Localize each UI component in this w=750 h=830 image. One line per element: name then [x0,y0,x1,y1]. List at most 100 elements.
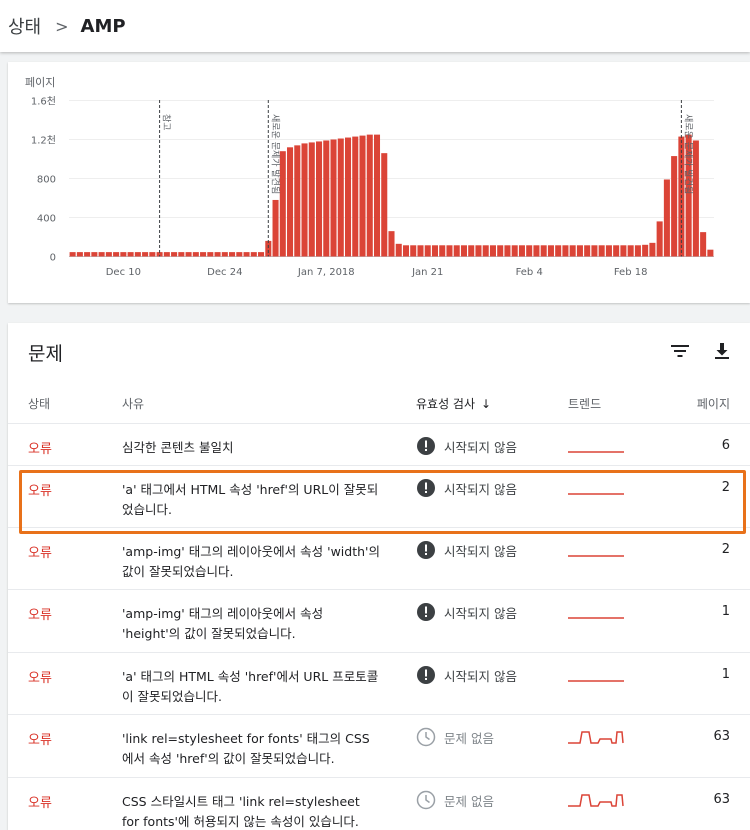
chart-bar[interactable] [671,156,678,257]
chart-bar[interactable] [178,252,185,257]
chart-bar[interactable] [649,242,656,257]
chart-bar[interactable] [446,245,453,257]
chart-bar[interactable] [76,252,83,257]
chart-bar[interactable] [642,244,649,257]
chart-bar[interactable] [120,252,127,257]
chart-bar[interactable] [373,134,381,257]
chart-bar[interactable] [279,151,286,257]
column-header-status[interactable]: 상태 [28,397,51,411]
chart-bar[interactable] [410,245,417,257]
chart-bar[interactable] [518,245,525,257]
chart-bar[interactable] [171,252,178,257]
chart-bar[interactable] [533,245,540,257]
chart-bar[interactable] [258,252,265,257]
chart-bar[interactable] [700,232,707,257]
chart-bar[interactable] [200,252,207,257]
chart-bar[interactable] [272,199,279,257]
issue-row[interactable]: 오류 'amp-img' 태그의 레이아웃에서 속성 'height'의 값이 잘… [8,589,750,652]
chart-bar[interactable] [185,252,192,257]
chart-bar[interactable] [344,137,352,257]
chart-bar[interactable] [656,221,663,257]
chart-bar[interactable] [402,245,410,257]
chart-bar[interactable] [330,139,337,257]
chart-bar[interactable] [663,179,670,257]
chart-bar[interactable] [149,252,156,257]
chart-bar[interactable] [294,145,301,257]
chart-bar[interactable] [634,245,641,257]
chart-bar[interactable] [417,245,424,257]
chart-bar[interactable] [127,252,134,257]
chart-bar[interactable] [555,245,562,257]
issue-row[interactable]: 오류 'amp-img' 태그의 레이아웃에서 속성 'width'의 값이 잘못… [8,527,750,589]
chart-bar[interactable] [323,140,330,257]
chart-bar[interactable] [547,245,554,257]
chart-bar[interactable] [207,252,214,257]
chart-bar[interactable] [707,249,714,257]
chart-bar[interactable] [598,245,605,257]
chart-bar[interactable] [685,134,692,257]
chart-bar[interactable] [431,245,439,257]
chart-bar[interactable] [287,147,294,257]
chart-bar[interactable] [562,245,569,257]
chart-bar[interactable] [497,245,504,257]
chart-bar[interactable] [460,245,467,257]
chart-bar[interactable] [482,245,489,257]
chart-bar[interactable] [569,245,576,257]
chart-bar[interactable] [475,245,482,257]
chart-bar[interactable] [584,245,591,257]
chart-bar[interactable] [605,245,612,257]
chart-bar[interactable] [366,134,373,257]
chart-bar[interactable] [105,252,112,257]
chart-bar[interactable] [134,252,141,257]
download-icon[interactable] [710,339,734,363]
chart-bar[interactable] [214,252,221,257]
chart-bar[interactable] [156,252,163,257]
chart-bar[interactable] [453,245,460,257]
issue-row[interactable]: 오류 심각한 콘텐츠 불일치 시작되지 않음 6 [8,423,750,465]
chart-bar[interactable] [489,245,496,257]
breadcrumb-parent[interactable]: 상태 [8,17,42,38]
chart-bar[interactable] [613,245,620,257]
chart-bar[interactable] [91,252,98,257]
chart-bar[interactable] [511,245,518,257]
chart-bar[interactable] [301,143,308,257]
chart-bar[interactable] [221,252,228,257]
chart-bar[interactable] [142,252,149,257]
chart-bar[interactable] [84,252,91,257]
chart-bar[interactable] [236,252,243,257]
chart-bar[interactable] [526,245,533,257]
chart-bar[interactable] [504,245,511,257]
column-header-reason[interactable]: 사유 [122,397,145,411]
chart-bar[interactable] [316,141,323,257]
chart-bar[interactable] [359,135,366,257]
chart-bar[interactable] [395,243,402,257]
chart-bar[interactable] [243,252,250,257]
chart-bar[interactable] [163,252,170,257]
chart-bar[interactable] [308,142,315,257]
chart-bar[interactable] [540,245,547,257]
chart-bar[interactable] [113,252,120,257]
chart-bar[interactable] [229,252,236,257]
issue-row[interactable]: 오류 CSS 스타일시트 태그 'link rel=stylesheet for … [8,777,750,830]
chart-bar[interactable] [439,245,446,257]
filter-icon[interactable] [668,339,692,363]
chart-bar[interactable] [692,140,699,257]
chart-bar[interactable] [265,240,272,257]
chart-bar[interactable] [627,245,634,257]
chart-bar[interactable] [250,252,257,257]
chart-bar[interactable] [620,245,627,257]
chart-bar[interactable] [337,138,344,257]
chart-bar[interactable] [98,252,105,257]
chart-bar[interactable] [591,245,598,257]
chart-bar[interactable] [381,153,388,257]
column-header-trend[interactable]: 트렌드 [568,397,602,411]
chart-bar[interactable] [352,136,359,257]
chart-bar[interactable] [192,252,199,257]
column-header-validation[interactable]: 유효성 검사 ↓ [416,395,491,412]
chart-bar[interactable] [388,231,395,257]
chart-bar[interactable] [424,245,431,257]
issue-row[interactable]: 오류 'link rel=stylesheet for fonts' 태그의 CS… [8,714,750,777]
chart-bar[interactable] [468,245,475,257]
issue-row[interactable]: 오류 'a' 태그에서 HTML 속성 'href'의 URL이 잘못되었습니다.… [8,465,750,527]
chart-bar[interactable] [69,252,76,257]
